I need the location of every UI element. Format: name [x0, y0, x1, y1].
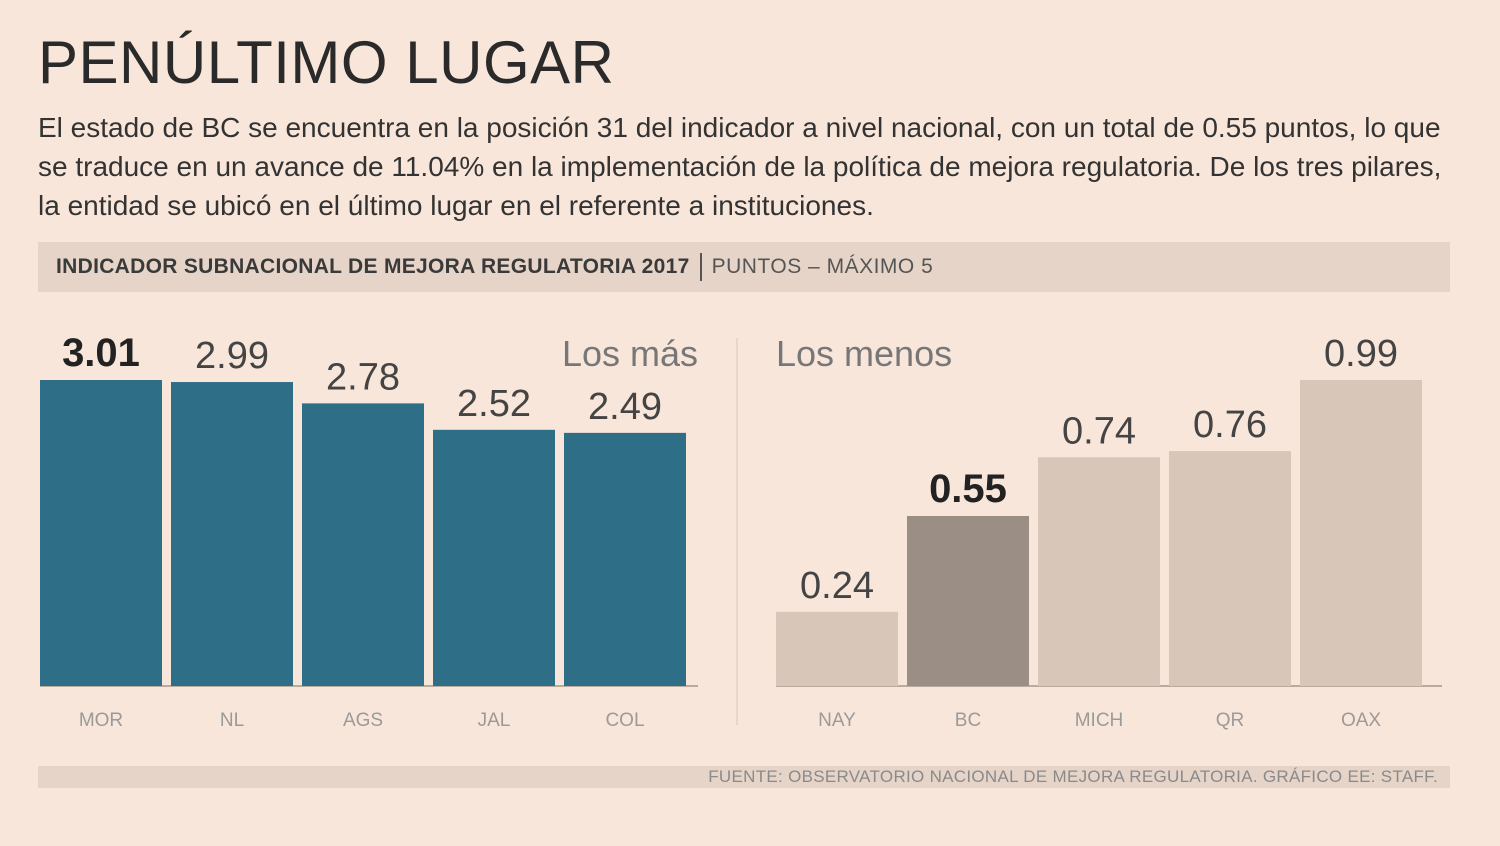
value-label-jal: 2.52 — [457, 383, 531, 425]
chart-header-title: INDICADOR SUBNACIONAL DE MEJORA REGULATO… — [56, 255, 690, 278]
bar-ags — [302, 403, 424, 686]
bar-charts: Los más 3.01 MOR 2.99 NL 2.78 AGS 2.52 JAL 2.49 CO… — [40, 331, 1442, 731]
bar-nl — [171, 382, 293, 686]
bar-mich — [1038, 457, 1160, 686]
category-label-bc: BC — [955, 710, 981, 731]
bar-mor — [40, 380, 162, 686]
value-label-oax: 0.99 — [1324, 333, 1398, 375]
category-label-col: COL — [605, 710, 644, 731]
source-footer: FUENTE: OBSERVATORIO NACIONAL DE MEJORA … — [38, 766, 1450, 788]
header-separator — [699, 253, 702, 281]
chart-header-band: INDICADOR SUBNACIONAL DE MEJORA REGULATO… — [38, 242, 1450, 292]
value-label-col: 2.49 — [588, 386, 662, 428]
value-label-nay: 0.24 — [800, 565, 874, 607]
category-label-mor: MOR — [79, 710, 123, 731]
category-label-qr: QR — [1216, 710, 1245, 731]
bar-qr — [1169, 451, 1291, 686]
category-label-nay: NAY — [818, 710, 856, 731]
category-label-jal: JAL — [478, 710, 511, 731]
category-label-mich: MICH — [1075, 710, 1124, 731]
chart-header-units: PUNTOS – MÁXIMO 5 — [711, 255, 934, 278]
bar-nay — [776, 611, 898, 686]
bar-jal — [433, 429, 555, 686]
panel-title: Los menos — [776, 333, 952, 374]
category-label-oax: OAX — [1341, 710, 1381, 731]
bar-col — [564, 432, 686, 686]
value-label-bc: 0.55 — [929, 467, 1007, 511]
value-label-ags: 2.78 — [326, 356, 400, 398]
category-label-nl: NL — [220, 710, 244, 731]
value-label-mich: 0.74 — [1062, 410, 1136, 452]
chart-top-states: Los más 3.01 MOR 2.99 NL 2.78 AGS 2.52 JAL 2.49 CO… — [40, 331, 698, 731]
panel-title: Los más — [562, 333, 698, 374]
value-label-qr: 0.76 — [1193, 404, 1267, 446]
page-title: PENÚLTIMO LUGAR — [38, 29, 615, 96]
chart-bottom-states: Los menos 0.24 NAY 0.55 BC 0.74 MICH 0.76 QR 0.99… — [776, 333, 1442, 731]
lead-paragraph: El estado de BC se encuentra en la posic… — [38, 112, 1442, 221]
bar-bc — [907, 516, 1029, 686]
bar-oax — [1300, 380, 1422, 686]
value-label-nl: 2.99 — [195, 335, 269, 377]
category-label-ags: AGS — [343, 710, 383, 731]
value-label-mor: 3.01 — [62, 331, 140, 375]
